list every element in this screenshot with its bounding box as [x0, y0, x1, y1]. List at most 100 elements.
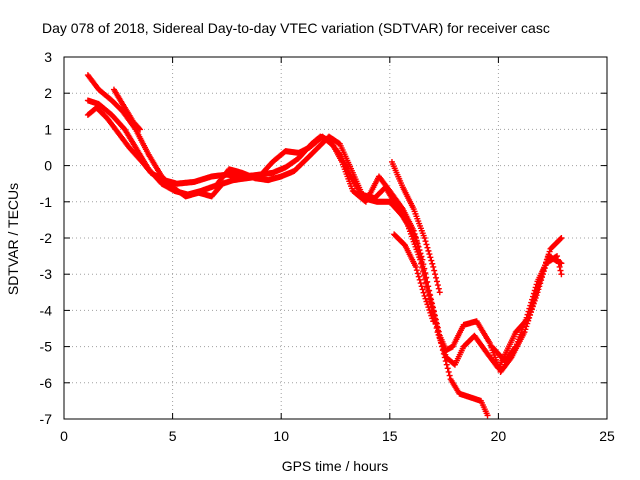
data-marker — [440, 350, 447, 357]
data-point — [430, 263, 437, 270]
data-marker — [443, 361, 450, 368]
data-marker — [529, 293, 536, 300]
data-marker — [426, 251, 433, 258]
data-point — [412, 263, 419, 270]
data-marker — [429, 315, 436, 322]
data-marker — [422, 295, 429, 302]
data-marker — [444, 365, 451, 372]
data-marker — [525, 308, 532, 315]
data-marker — [413, 237, 420, 244]
y-axis-label: SDTVAR / TECUs — [5, 183, 21, 295]
data-marker — [432, 271, 439, 278]
data-marker — [427, 292, 434, 299]
data-marker — [417, 250, 424, 257]
data-series-6 — [391, 231, 437, 325]
data-marker — [431, 267, 438, 274]
data-marker — [429, 300, 436, 307]
data-marker — [418, 253, 425, 260]
data-marker — [424, 244, 431, 251]
data-marker — [420, 261, 427, 268]
data-series-4 — [110, 86, 144, 133]
data-marker — [136, 125, 143, 132]
data-marker — [546, 248, 553, 255]
data-marker — [423, 274, 430, 281]
x-tick-label: 25 — [599, 428, 615, 444]
data-marker — [428, 257, 435, 264]
data-marker — [433, 274, 440, 281]
y-tick-label: -1 — [40, 194, 53, 210]
data-point — [484, 412, 491, 419]
data-marker — [446, 372, 453, 379]
data-point — [421, 271, 428, 278]
data-point — [558, 271, 565, 278]
x-tick-label: 15 — [382, 428, 398, 444]
data-point — [421, 235, 428, 241]
data-marker — [557, 267, 564, 274]
data-marker — [426, 287, 433, 294]
data-point — [554, 253, 561, 260]
data-marker — [433, 320, 440, 327]
y-tick-label: -6 — [40, 375, 53, 391]
data-marker — [417, 280, 424, 287]
data-marker — [533, 281, 540, 288]
data-marker — [427, 254, 434, 261]
data-point — [430, 318, 437, 325]
data-marker — [445, 368, 452, 375]
x-tick-label: 20 — [491, 428, 507, 444]
data-marker — [421, 265, 428, 272]
x-axis-label: GPS time / hours — [282, 458, 389, 474]
data-marker — [426, 306, 433, 313]
data-marker — [511, 344, 518, 351]
y-tick-label: 1 — [44, 121, 52, 137]
data-marker — [435, 285, 442, 292]
data-marker — [414, 240, 421, 247]
data-point — [137, 126, 144, 133]
data-series-3 — [84, 72, 565, 375]
y-tick-label: -3 — [40, 266, 53, 282]
data-marker — [441, 354, 448, 361]
data-marker — [420, 289, 427, 296]
data-marker — [416, 247, 423, 254]
data-marker — [526, 305, 533, 312]
data-marker — [527, 302, 534, 309]
data-marker — [427, 309, 434, 316]
data-marker — [433, 278, 440, 285]
x-tick-label: 10 — [273, 428, 289, 444]
data-marker — [524, 311, 531, 318]
data-marker — [422, 269, 429, 276]
data-marker — [415, 243, 422, 250]
y-tick-label: 2 — [44, 85, 52, 101]
data-marker — [434, 282, 441, 289]
data-marker — [429, 260, 436, 267]
data-marker — [430, 308, 437, 315]
data-marker — [428, 312, 435, 319]
data-marker — [555, 260, 562, 267]
y-tick-label: -2 — [40, 230, 53, 246]
data-marker — [529, 296, 536, 303]
data-marker — [415, 273, 422, 280]
data-marker — [425, 283, 432, 290]
data-point — [419, 256, 426, 263]
data-marker — [528, 299, 535, 306]
y-tick-label: -5 — [40, 339, 53, 355]
data-marker — [419, 286, 426, 293]
data-marker — [556, 263, 563, 270]
data-point — [428, 296, 435, 303]
y-tick-label: 3 — [44, 49, 52, 65]
data-point — [558, 235, 565, 241]
data-marker — [424, 301, 431, 308]
data-marker — [530, 290, 537, 297]
data-marker — [434, 324, 441, 331]
data-marker — [416, 276, 423, 283]
data-marker — [422, 275, 429, 282]
data-marker — [423, 298, 430, 305]
data-series-5 — [388, 158, 443, 296]
data-marker — [424, 278, 431, 285]
chart-title: Day 078 of 2018, Sidereal Day-to-day VTE… — [42, 20, 550, 36]
y-tick-label: 0 — [44, 158, 52, 174]
data-points — [84, 72, 565, 419]
data-marker — [425, 247, 432, 254]
data-marker — [532, 284, 539, 291]
